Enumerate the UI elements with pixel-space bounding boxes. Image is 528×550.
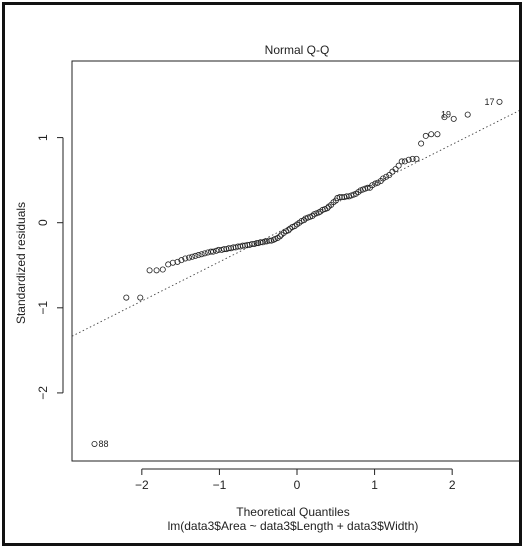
data-point xyxy=(369,182,376,189)
data-point xyxy=(464,111,471,118)
data-point xyxy=(395,162,402,169)
data-point xyxy=(398,158,405,165)
data-point xyxy=(91,440,98,447)
data-point xyxy=(405,156,412,163)
data-point xyxy=(409,155,416,162)
data-point xyxy=(428,131,435,138)
data-point xyxy=(401,158,408,165)
data-point xyxy=(338,194,345,201)
data-point xyxy=(230,244,237,251)
chart-title: Normal Q-Q xyxy=(265,43,330,57)
y-tick-label: 1 xyxy=(36,134,50,141)
qq-plot: Normal Q-Q 17 19 88 −2 −1 0 1 2 −2 −1 0 1 Theoret… xyxy=(14,43,519,533)
y-tick-label: −2 xyxy=(36,386,50,400)
data-point xyxy=(441,114,448,121)
data-point xyxy=(235,243,242,250)
data-point xyxy=(189,253,196,260)
data-point xyxy=(285,227,292,234)
x-tick-label: −1 xyxy=(213,478,227,492)
points-group xyxy=(91,98,503,447)
data-point xyxy=(413,155,420,162)
data-point xyxy=(450,115,457,122)
y-tick-label: −1 xyxy=(36,301,50,315)
point-label: 88 xyxy=(99,439,109,449)
data-point xyxy=(159,266,166,273)
model-formula-label: lm(data3$Area ~ data3$Length + data3$Wid… xyxy=(168,519,419,533)
data-point xyxy=(123,294,130,301)
data-point xyxy=(336,194,343,201)
y-axis-label: Standardized residuals xyxy=(14,202,28,324)
data-point xyxy=(221,246,228,253)
data-point xyxy=(198,251,205,258)
data-point xyxy=(496,98,503,105)
data-point xyxy=(210,248,217,255)
data-point xyxy=(266,237,273,244)
data-point xyxy=(178,257,185,264)
data-point xyxy=(239,242,246,249)
annotations-group: 17 19 88 xyxy=(99,97,495,449)
data-point xyxy=(248,240,255,247)
chart-frame: Normal Q-Q 17 19 88 −2 −1 0 1 2 −2 −1 0 1 Theoret… xyxy=(2,2,522,546)
x-tick-label: 0 xyxy=(294,478,301,492)
y-axis: −2 −1 0 1 xyxy=(36,134,64,400)
data-point xyxy=(225,245,232,252)
x-tick-label: 2 xyxy=(449,478,456,492)
data-point xyxy=(182,255,189,262)
x-axis-label: Theoretical Quantiles xyxy=(236,505,349,519)
data-point xyxy=(262,238,269,245)
data-point xyxy=(244,241,251,248)
point-label: 17 xyxy=(484,97,494,107)
data-point xyxy=(146,267,153,274)
data-point xyxy=(276,233,283,240)
data-point xyxy=(386,172,393,179)
data-point xyxy=(434,131,441,138)
data-point xyxy=(186,254,193,261)
data-point xyxy=(257,239,264,246)
data-point xyxy=(201,250,208,257)
data-point xyxy=(383,173,390,180)
data-point xyxy=(422,132,429,139)
data-point xyxy=(174,258,181,265)
x-axis: −2 −1 0 1 2 xyxy=(135,468,456,492)
data-point xyxy=(374,179,381,186)
data-point xyxy=(324,205,331,212)
data-point xyxy=(137,294,144,301)
y-tick-label: 0 xyxy=(36,219,50,226)
data-point xyxy=(192,252,199,259)
data-point xyxy=(364,184,371,191)
data-point xyxy=(253,240,260,247)
data-point xyxy=(392,166,399,173)
data-point xyxy=(169,259,176,266)
data-point xyxy=(343,193,350,200)
data-point xyxy=(380,175,387,182)
data-point xyxy=(153,267,160,274)
point-label: 19 xyxy=(441,110,451,120)
plot-area-box xyxy=(71,60,519,462)
data-point xyxy=(195,252,202,259)
x-tick-label: 1 xyxy=(371,478,378,492)
x-tick-label: −2 xyxy=(135,478,149,492)
data-point xyxy=(418,140,425,147)
